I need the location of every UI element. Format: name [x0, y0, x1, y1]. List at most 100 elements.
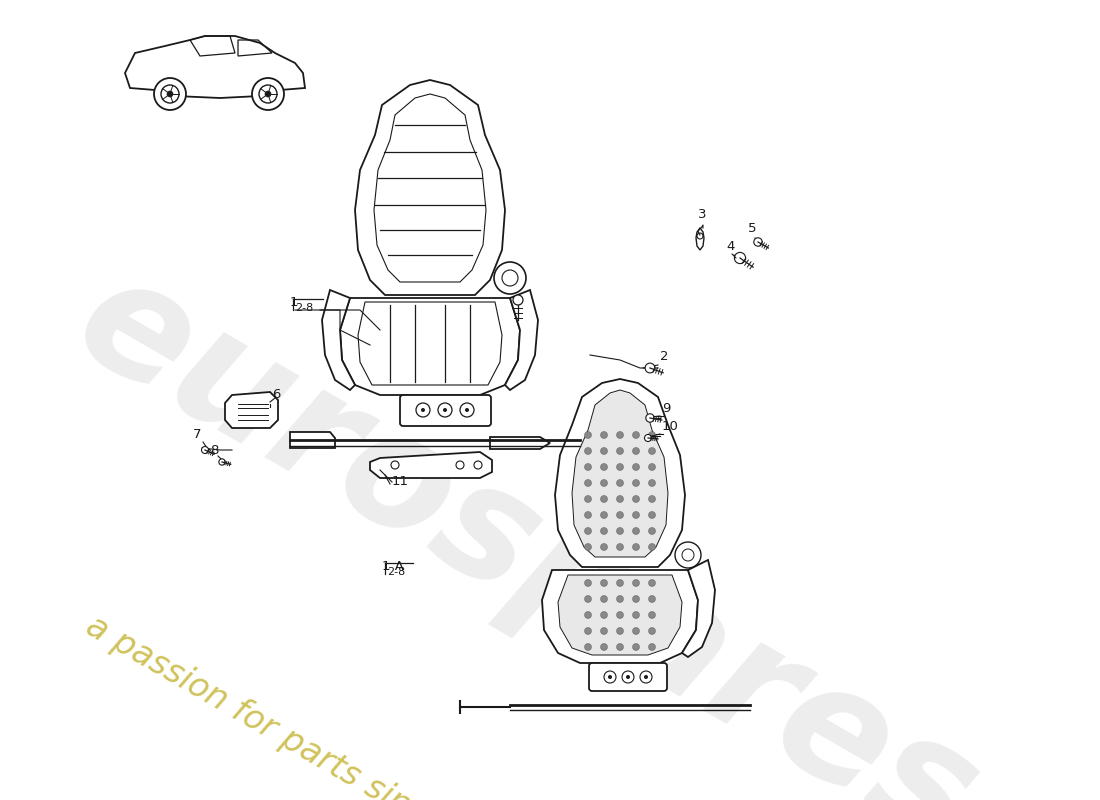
- Circle shape: [632, 511, 639, 518]
- Text: 2-8: 2-8: [387, 567, 405, 577]
- Circle shape: [601, 447, 607, 454]
- Polygon shape: [556, 379, 685, 567]
- Circle shape: [201, 446, 209, 454]
- Polygon shape: [226, 392, 278, 428]
- Text: 3: 3: [698, 208, 706, 221]
- Circle shape: [632, 527, 639, 534]
- Circle shape: [616, 463, 624, 470]
- Circle shape: [601, 611, 607, 618]
- Text: 10: 10: [662, 420, 679, 433]
- Circle shape: [601, 463, 607, 470]
- Circle shape: [616, 431, 624, 438]
- Text: 11: 11: [392, 475, 409, 488]
- Circle shape: [601, 431, 607, 438]
- Circle shape: [649, 627, 656, 634]
- Circle shape: [608, 675, 612, 679]
- Text: 1: 1: [290, 296, 298, 309]
- Circle shape: [584, 611, 592, 618]
- Circle shape: [601, 643, 607, 650]
- Circle shape: [616, 447, 624, 454]
- Circle shape: [616, 527, 624, 534]
- Circle shape: [584, 595, 592, 602]
- Circle shape: [632, 643, 639, 650]
- Polygon shape: [290, 432, 336, 448]
- Circle shape: [601, 511, 607, 518]
- Circle shape: [649, 447, 656, 454]
- Circle shape: [649, 611, 656, 618]
- Circle shape: [584, 479, 592, 486]
- Circle shape: [649, 495, 656, 502]
- Text: 7: 7: [192, 428, 201, 441]
- Circle shape: [632, 495, 639, 502]
- Circle shape: [646, 414, 654, 422]
- Circle shape: [584, 431, 592, 438]
- Circle shape: [584, 643, 592, 650]
- Text: 1 A: 1 A: [382, 560, 404, 573]
- Text: 4: 4: [726, 240, 735, 253]
- Circle shape: [632, 463, 639, 470]
- Circle shape: [601, 543, 607, 550]
- Circle shape: [584, 511, 592, 518]
- Circle shape: [601, 627, 607, 634]
- Circle shape: [616, 495, 624, 502]
- Polygon shape: [505, 290, 538, 390]
- Circle shape: [584, 447, 592, 454]
- Circle shape: [154, 78, 186, 110]
- Circle shape: [735, 253, 746, 264]
- Circle shape: [219, 459, 225, 465]
- Circle shape: [649, 579, 656, 586]
- Circle shape: [675, 542, 701, 568]
- Circle shape: [167, 91, 173, 97]
- Circle shape: [584, 527, 592, 534]
- Circle shape: [494, 262, 526, 294]
- Text: 2: 2: [660, 350, 669, 363]
- Circle shape: [616, 627, 624, 634]
- Circle shape: [632, 479, 639, 486]
- Text: 9: 9: [662, 402, 670, 415]
- Text: a passion for parts since 1985: a passion for parts since 1985: [80, 610, 534, 800]
- Circle shape: [616, 643, 624, 650]
- Polygon shape: [572, 390, 668, 557]
- Circle shape: [645, 434, 651, 442]
- Circle shape: [601, 579, 607, 586]
- Circle shape: [265, 91, 271, 97]
- Circle shape: [632, 579, 639, 586]
- Circle shape: [644, 675, 648, 679]
- Circle shape: [632, 447, 639, 454]
- Circle shape: [584, 495, 592, 502]
- Text: 2-8: 2-8: [295, 303, 313, 313]
- Circle shape: [616, 579, 624, 586]
- Polygon shape: [490, 437, 550, 449]
- Circle shape: [626, 675, 630, 679]
- Text: eurospares: eurospares: [50, 240, 1002, 800]
- Circle shape: [616, 543, 624, 550]
- Polygon shape: [340, 298, 520, 395]
- Circle shape: [645, 363, 654, 373]
- Polygon shape: [125, 36, 305, 98]
- Circle shape: [584, 627, 592, 634]
- Circle shape: [616, 611, 624, 618]
- Polygon shape: [558, 575, 682, 655]
- Polygon shape: [370, 452, 492, 478]
- Circle shape: [601, 479, 607, 486]
- Circle shape: [632, 611, 639, 618]
- Circle shape: [584, 463, 592, 470]
- Circle shape: [584, 543, 592, 550]
- Circle shape: [421, 408, 425, 412]
- Circle shape: [601, 495, 607, 502]
- Circle shape: [649, 479, 656, 486]
- Circle shape: [649, 543, 656, 550]
- Text: 5: 5: [748, 222, 757, 235]
- Text: 8: 8: [210, 444, 219, 457]
- Circle shape: [443, 408, 447, 412]
- Circle shape: [601, 527, 607, 534]
- Circle shape: [616, 479, 624, 486]
- Circle shape: [616, 511, 624, 518]
- Circle shape: [601, 595, 607, 602]
- Circle shape: [584, 579, 592, 586]
- Circle shape: [632, 543, 639, 550]
- Circle shape: [649, 511, 656, 518]
- FancyBboxPatch shape: [400, 395, 491, 426]
- Polygon shape: [355, 80, 505, 295]
- Circle shape: [616, 595, 624, 602]
